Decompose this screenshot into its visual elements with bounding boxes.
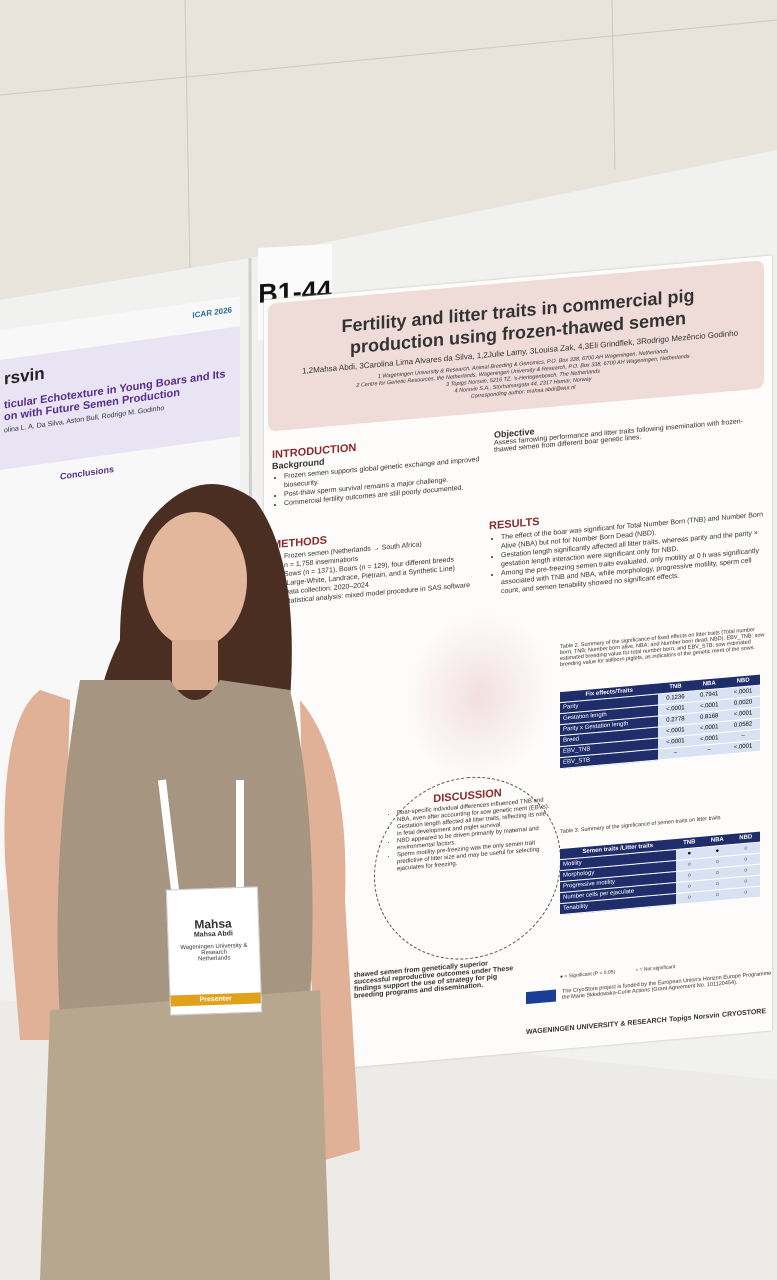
face (143, 512, 247, 648)
right-arm (300, 700, 360, 1160)
tile-joint (0, 19, 777, 96)
neck (172, 640, 218, 690)
name-badge: Mahsa Mahsa Abdi Wageningen University &… (165, 886, 263, 1016)
tile-joint (611, 0, 616, 171)
tile-joint (184, 0, 191, 271)
left-arm (4, 690, 70, 1040)
badge-role: Presenter (170, 992, 261, 1007)
lanyard (158, 779, 179, 891)
trousers (40, 990, 330, 1280)
